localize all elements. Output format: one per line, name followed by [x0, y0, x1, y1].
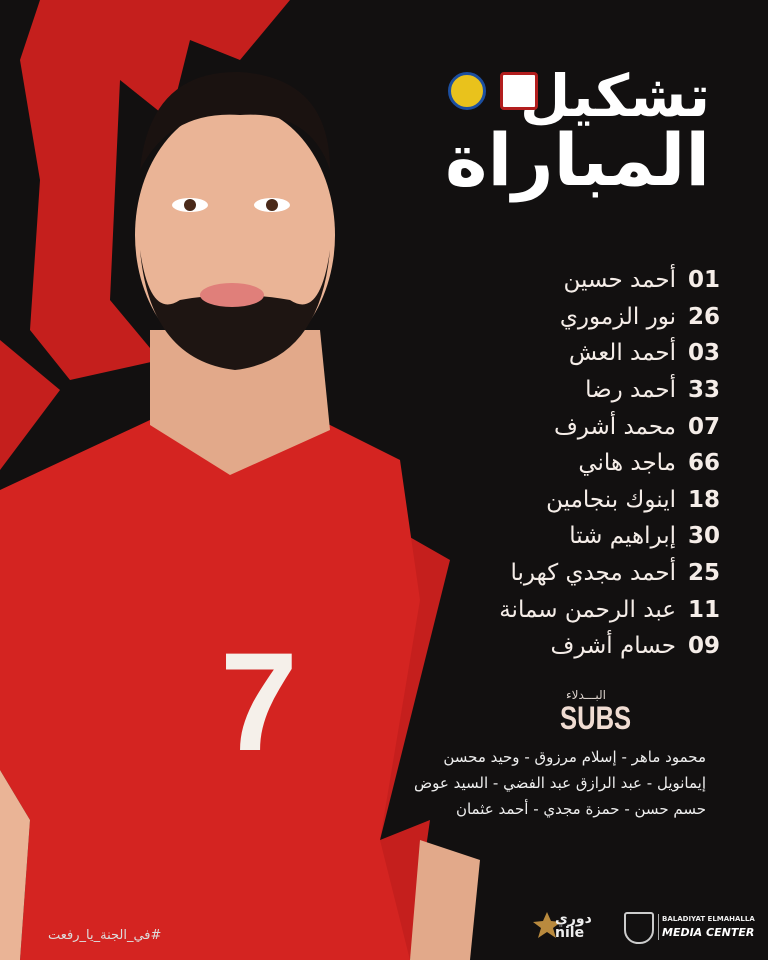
player-number: 09 [688, 633, 721, 660]
red-brush-shape [0, 340, 60, 470]
player-name: أحمد مجدي كهربا [510, 560, 677, 587]
club-crest-ismaily-icon [448, 72, 486, 110]
league-name: nile [555, 925, 585, 941]
player-name: أحمد حسين [563, 267, 676, 294]
lineup-row: أحمد حسين 01 [402, 262, 722, 299]
subs-line: محمود ماهر - إسلام مرزوق - وحيد محسن [443, 748, 706, 766]
player-name: اينوك بنجامين [546, 486, 676, 513]
player-name: محمد أشرف [553, 413, 676, 440]
player-number: 01 [688, 267, 721, 294]
player-name: عبد الرحمن سمانة [499, 596, 676, 623]
player-number: 33 [688, 377, 721, 404]
lineup-row: أحمد العش 03 [402, 335, 722, 372]
media-center-crest-icon [624, 912, 654, 944]
hashtag: #في_الجنة_يا_رفعت [48, 928, 162, 943]
lineup-row: ماجد هاني 66 [402, 445, 722, 482]
player-number: 03 [688, 340, 721, 367]
player-number: 30 [688, 523, 721, 550]
lineup-row: إبراهيم شتا 30 [402, 518, 722, 555]
player-number: 11 [688, 596, 721, 623]
lineup-row: عبد الرحمن سمانة 11 [402, 591, 722, 628]
neck [150, 330, 330, 475]
player-number: 18 [688, 486, 721, 513]
lineup-row: أحمد رضا 33 [402, 372, 722, 409]
jersey [0, 420, 420, 960]
lineup-row: أحمد مجدي كهربا 25 [402, 555, 722, 592]
subs-line: حسم حسن - حمزة مجدي - أحمد عثمان [455, 800, 706, 818]
media-center-club: BALADIYAT ELMAHALLA [662, 915, 755, 923]
subs-label-arabic: البـــدلاء [566, 688, 606, 702]
club-crest-baladiyat-elmahalla-icon [500, 72, 538, 110]
lineup-row: حسام أشرف 09 [402, 628, 722, 665]
player-number: 25 [688, 560, 721, 587]
subs-label: SUBS [560, 700, 632, 736]
player-number: 26 [688, 303, 721, 330]
lineup-list: أحمد حسين 01 نور الزموري 26 أحمد العش 03 أح… [402, 262, 722, 665]
player-name: نور الزموري [559, 303, 676, 330]
league-name-arabic: دوري [555, 911, 592, 927]
hair [140, 71, 330, 170]
player-number: 07 [688, 413, 721, 440]
title-line-2: المباراة [444, 118, 710, 202]
player-name: أحمد العش [568, 340, 676, 367]
player-name: إبراهيم شتا [569, 523, 676, 550]
player-name: أحمد رضا [585, 377, 676, 404]
title-line-1: تشكيل [520, 62, 710, 130]
red-brush-shape [20, 0, 290, 380]
lineup-row: محمد أشرف 07 [402, 408, 722, 445]
lineup-row: نور الزموري 26 [402, 299, 722, 336]
media-center-title: MEDIA CENTER [662, 926, 755, 939]
nile-league-logo: دوري nile [555, 912, 592, 940]
subs-line: إيمانويل - عبد الرازق عبد الفضي - السيد … [414, 774, 706, 792]
lineup-row: اينوك بنجامين 18 [402, 482, 722, 519]
player-number: 66 [688, 450, 721, 477]
nile-league-star-icon [533, 912, 561, 938]
player-name: حسام أشرف [550, 633, 677, 660]
player-name: ماجد هاني [578, 450, 676, 477]
jersey-number: 7 [220, 623, 298, 780]
divider [658, 914, 659, 940]
beard [140, 250, 330, 370]
